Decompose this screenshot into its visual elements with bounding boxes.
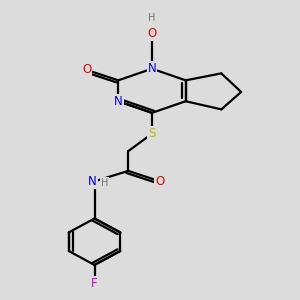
Text: N: N [88, 175, 97, 188]
Text: O: O [82, 63, 91, 76]
Text: N: N [114, 95, 123, 108]
Text: F: F [91, 277, 98, 290]
Text: N: N [148, 62, 156, 75]
Text: O: O [155, 175, 164, 188]
Text: O: O [147, 27, 157, 40]
Text: H: H [101, 178, 108, 188]
Text: S: S [148, 127, 156, 140]
Text: H: H [148, 13, 156, 22]
